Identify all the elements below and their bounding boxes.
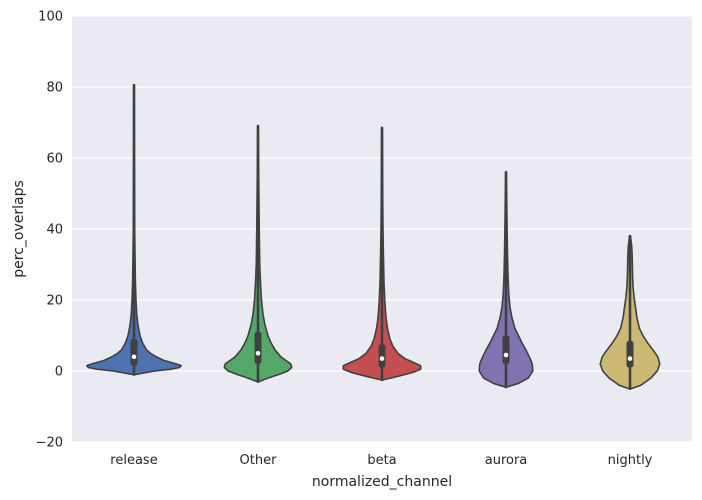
y-tick-label: 0 (55, 365, 63, 380)
x-axis-ticks: release Other beta aurora nightly (110, 453, 652, 468)
violin-iqr-box (254, 331, 262, 364)
violin-iqr-box (130, 339, 138, 366)
violin-beta (342, 126, 422, 382)
x-tick-label: Other (240, 453, 278, 468)
y-tick-label: 80 (46, 81, 63, 96)
violin-median-point (131, 354, 137, 360)
violin-median-point (255, 350, 261, 356)
violin-release (86, 83, 182, 376)
y-axis-label: perc_overlaps (11, 180, 27, 278)
x-axis-label: normalized_channel (312, 474, 452, 490)
violins (86, 83, 661, 391)
x-tick-label: beta (367, 453, 396, 468)
x-tick-label: release (110, 453, 157, 468)
y-tick-label: −20 (36, 436, 63, 451)
violin-iqr-box (626, 340, 634, 368)
violin-median-point (627, 356, 633, 361)
violin-nightly (599, 234, 661, 391)
y-tick-label: 100 (38, 10, 63, 25)
violin-iqr-box (378, 344, 386, 368)
y-tick-label: 20 (46, 294, 63, 309)
violin-aurora (478, 170, 534, 389)
y-axis-ticks: −20 0 20 40 60 80 100 (36, 10, 63, 451)
violin-median-point (379, 356, 385, 361)
x-tick-label: nightly (608, 453, 653, 468)
y-tick-label: 60 (46, 152, 63, 167)
y-tick-label: 40 (46, 223, 63, 238)
violin-other (223, 124, 293, 383)
x-tick-label: aurora (485, 453, 528, 468)
violin-median-point (503, 352, 509, 358)
violin-iqr-box (502, 335, 510, 364)
